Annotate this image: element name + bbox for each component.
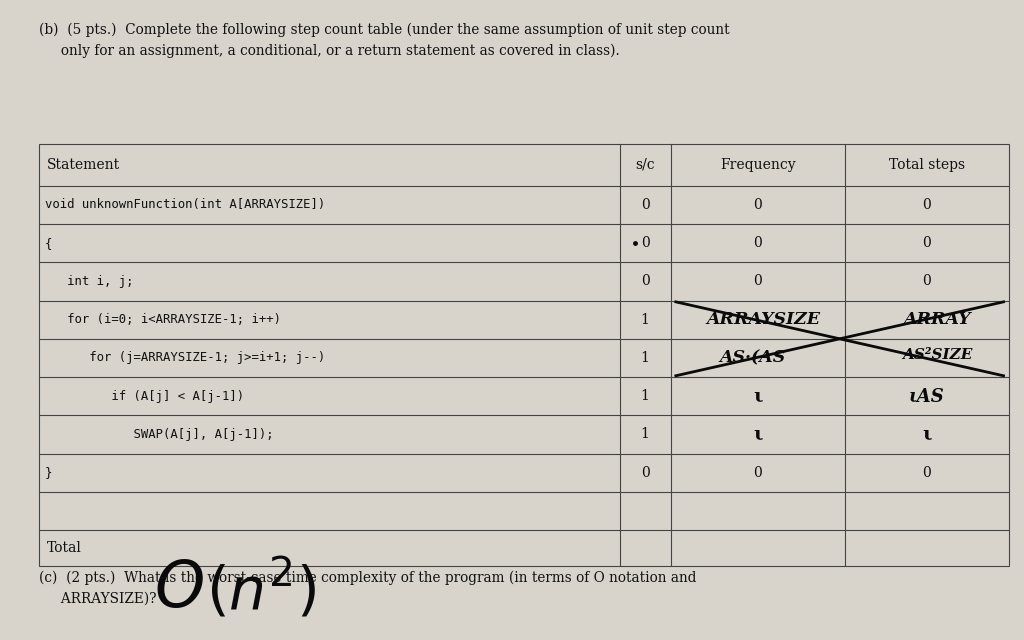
- Text: $(n^2)$: $(n^2)$: [206, 558, 316, 622]
- Text: Frequency: Frequency: [720, 158, 796, 172]
- Text: {: {: [45, 237, 52, 250]
- Text: 0: 0: [754, 466, 762, 479]
- Text: for (i=0; i<ARRAYSIZE-1; i++): for (i=0; i<ARRAYSIZE-1; i++): [45, 313, 281, 326]
- Text: 1: 1: [641, 428, 649, 442]
- Text: (c)  (2 pts.)  What is the worst-case time complexity of the program (in terms o: (c) (2 pts.) What is the worst-case time…: [39, 571, 696, 606]
- Text: int i, j;: int i, j;: [45, 275, 133, 288]
- Text: ι: ι: [753, 387, 763, 405]
- Text: Total: Total: [47, 541, 82, 555]
- Text: 0: 0: [641, 236, 649, 250]
- Text: 0: 0: [923, 275, 931, 289]
- Text: 0: 0: [923, 198, 931, 212]
- Text: ι: ι: [922, 426, 932, 444]
- Text: 0: 0: [754, 275, 762, 289]
- Text: }: }: [45, 466, 52, 479]
- Text: 0: 0: [923, 236, 931, 250]
- Text: 0: 0: [641, 198, 649, 212]
- Text: (b)  (5 pts.)  Complete the following step count table (under the same assumptio: (b) (5 pts.) Complete the following step…: [39, 22, 729, 58]
- Text: Total steps: Total steps: [889, 158, 965, 172]
- Text: if (A[j] < A[j-1]): if (A[j] < A[j-1]): [45, 390, 244, 403]
- Text: 1: 1: [641, 351, 649, 365]
- Bar: [39, 144, 1009, 566]
- Text: for (j=ARRAYSIZE-1; j>=i+1; j--): for (j=ARRAYSIZE-1; j>=i+1; j--): [45, 351, 326, 364]
- Text: ARRAY: ARRAY: [903, 311, 971, 328]
- Text: ι: ι: [753, 426, 763, 444]
- Text: ARRAYSIZE: ARRAYSIZE: [706, 311, 820, 328]
- Text: void unknownFunction(int A[ARRAYSIZE]): void unknownFunction(int A[ARRAYSIZE]): [45, 198, 326, 211]
- Text: 0: 0: [754, 236, 762, 250]
- Text: 0: 0: [641, 275, 649, 289]
- Text: AS²SIZE: AS²SIZE: [902, 348, 972, 362]
- Text: 0: 0: [923, 466, 931, 479]
- Text: 0: 0: [641, 466, 649, 479]
- Text: 1: 1: [641, 313, 649, 326]
- Text: ιAS: ιAS: [909, 387, 944, 405]
- Text: SWAP(A[j], A[j-1]);: SWAP(A[j], A[j-1]);: [45, 428, 273, 441]
- Text: $\mathit{O}$: $\mathit{O}$: [155, 559, 204, 620]
- Text: s/c: s/c: [635, 158, 655, 172]
- Text: Statement: Statement: [47, 158, 120, 172]
- Text: 1: 1: [641, 389, 649, 403]
- Text: AS·(AS: AS·(AS: [720, 349, 785, 367]
- Text: 0: 0: [754, 198, 762, 212]
